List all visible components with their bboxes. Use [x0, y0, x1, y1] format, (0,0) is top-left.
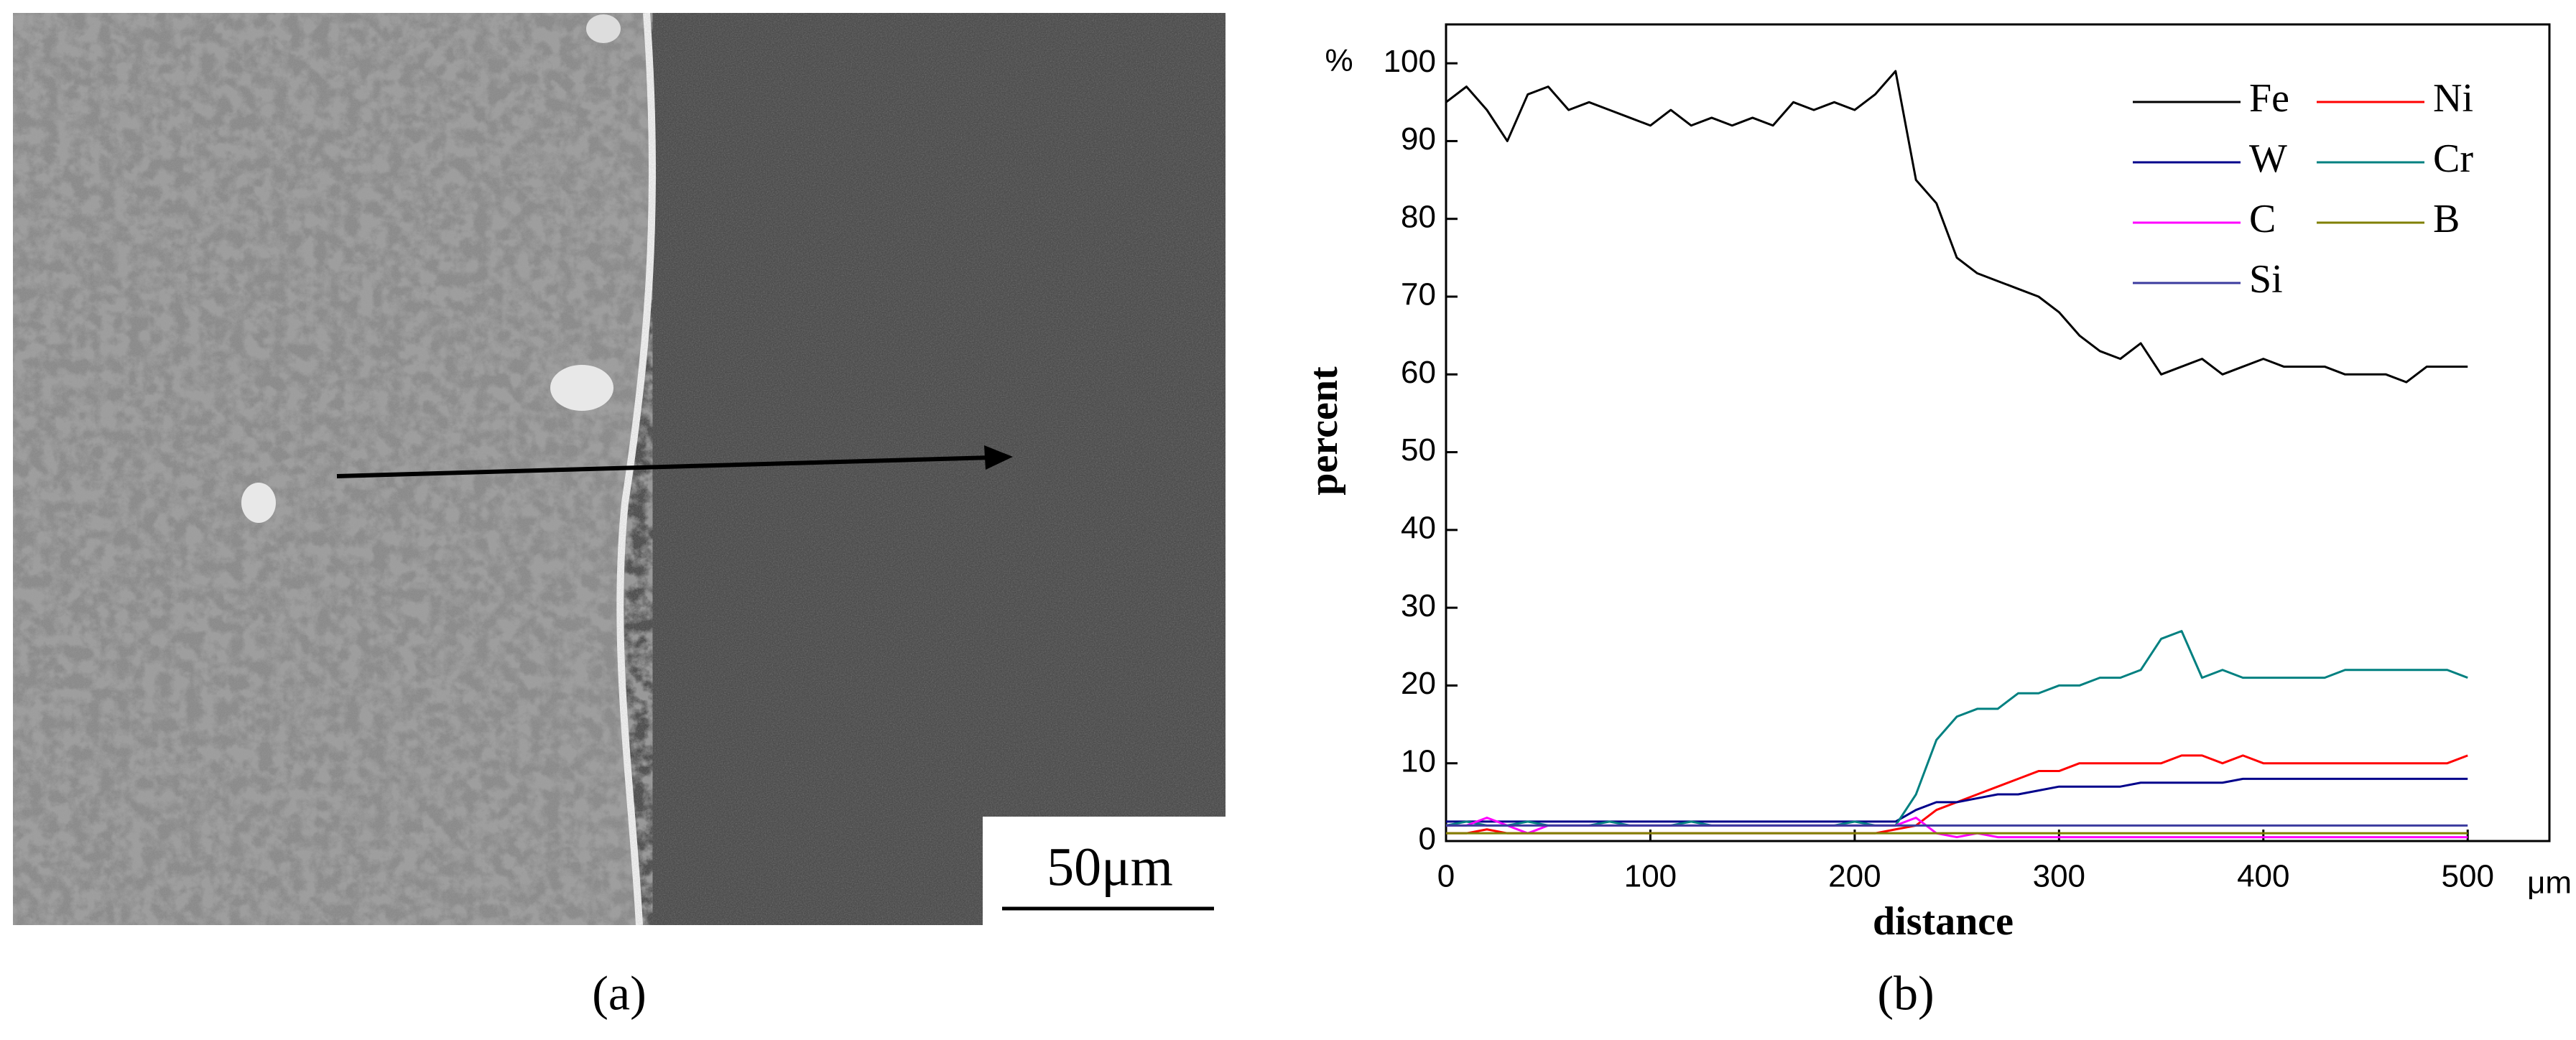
series-line — [1445, 630, 2468, 827]
series-line — [1446, 777, 2468, 823]
legend-label: Cr — [2433, 136, 2473, 181]
x-tick-label: 500 — [2442, 859, 2494, 894]
y-axis-title: percent — [1302, 366, 1346, 496]
x-tick-label: 100 — [1624, 859, 1677, 894]
y-tick-label: 80 — [1401, 199, 1436, 234]
y-tick-label: 60 — [1401, 355, 1436, 390]
y-tick-label: 20 — [1401, 666, 1436, 701]
y-tick-label: 10 — [1401, 743, 1436, 779]
y-tick-label: 0 — [1419, 822, 1436, 857]
y-tick-label: 100 — [1384, 44, 1436, 79]
y-tick-label: 90 — [1401, 121, 1436, 157]
legend-label: Fe — [2249, 76, 2289, 121]
y-tick-label: 40 — [1401, 510, 1436, 545]
y-tick-label: 30 — [1401, 588, 1436, 623]
x-unit: μm — [2527, 865, 2572, 901]
x-tick-label: 300 — [2033, 859, 2085, 894]
plot-frame — [1445, 23, 2551, 842]
series-line — [1445, 70, 2468, 384]
x-tick-label: 400 — [2237, 859, 2289, 894]
y-unit: % — [1325, 43, 1353, 78]
sem-image — [13, 13, 1226, 925]
panel-label: (a) — [592, 966, 646, 1021]
legend-label: Ni — [2433, 76, 2473, 121]
legend-label: C — [2249, 197, 2276, 241]
legend-label: Si — [2249, 257, 2283, 302]
scale-bar-label: 50μm — [1047, 837, 1173, 897]
legend-label: W — [2249, 136, 2287, 181]
legend-label: B — [2433, 197, 2460, 241]
y-tick-label: 50 — [1401, 432, 1436, 468]
x-axis-title: distance — [1873, 899, 2014, 944]
panel-label: (b) — [1877, 966, 1934, 1021]
x-tick-label: 200 — [1828, 859, 1881, 894]
x-tick-label: 0 — [1437, 859, 1455, 894]
y-tick-label: 70 — [1401, 277, 1436, 312]
